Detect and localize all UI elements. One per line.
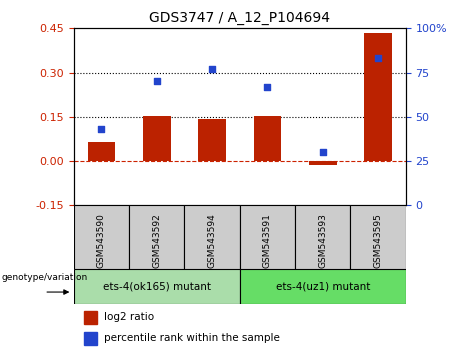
Point — [319, 149, 326, 155]
Bar — [240, 269, 406, 304]
Text: GSM543591: GSM543591 — [263, 213, 272, 268]
Bar — [143, 116, 171, 161]
Text: ets-4(uz1) mutant: ets-4(uz1) mutant — [276, 282, 370, 292]
Bar — [184, 205, 240, 269]
Text: GSM543592: GSM543592 — [152, 213, 161, 268]
Bar — [309, 161, 337, 166]
Bar — [350, 205, 406, 269]
Bar — [254, 116, 281, 161]
Bar — [129, 205, 184, 269]
Bar — [84, 311, 97, 324]
Point — [208, 66, 216, 72]
Point — [153, 79, 160, 84]
Bar — [295, 205, 350, 269]
Text: GSM543594: GSM543594 — [207, 213, 217, 268]
Text: ets-4(ok165) mutant: ets-4(ok165) mutant — [103, 282, 211, 292]
Bar — [364, 33, 392, 161]
Text: percentile rank within the sample: percentile rank within the sample — [104, 333, 279, 343]
Point — [98, 126, 105, 132]
Text: GSM543593: GSM543593 — [318, 213, 327, 268]
Text: genotype/variation: genotype/variation — [1, 273, 88, 282]
Point — [264, 84, 271, 90]
Text: GSM543590: GSM543590 — [97, 213, 106, 268]
Text: GSM543595: GSM543595 — [373, 213, 383, 268]
Bar — [240, 205, 295, 269]
Point — [374, 56, 382, 61]
Title: GDS3747 / A_12_P104694: GDS3747 / A_12_P104694 — [149, 11, 330, 24]
Bar — [74, 269, 240, 304]
Text: log2 ratio: log2 ratio — [104, 312, 154, 322]
Bar — [198, 119, 226, 161]
Bar — [74, 205, 129, 269]
Bar — [88, 142, 115, 161]
Bar — [84, 332, 97, 345]
